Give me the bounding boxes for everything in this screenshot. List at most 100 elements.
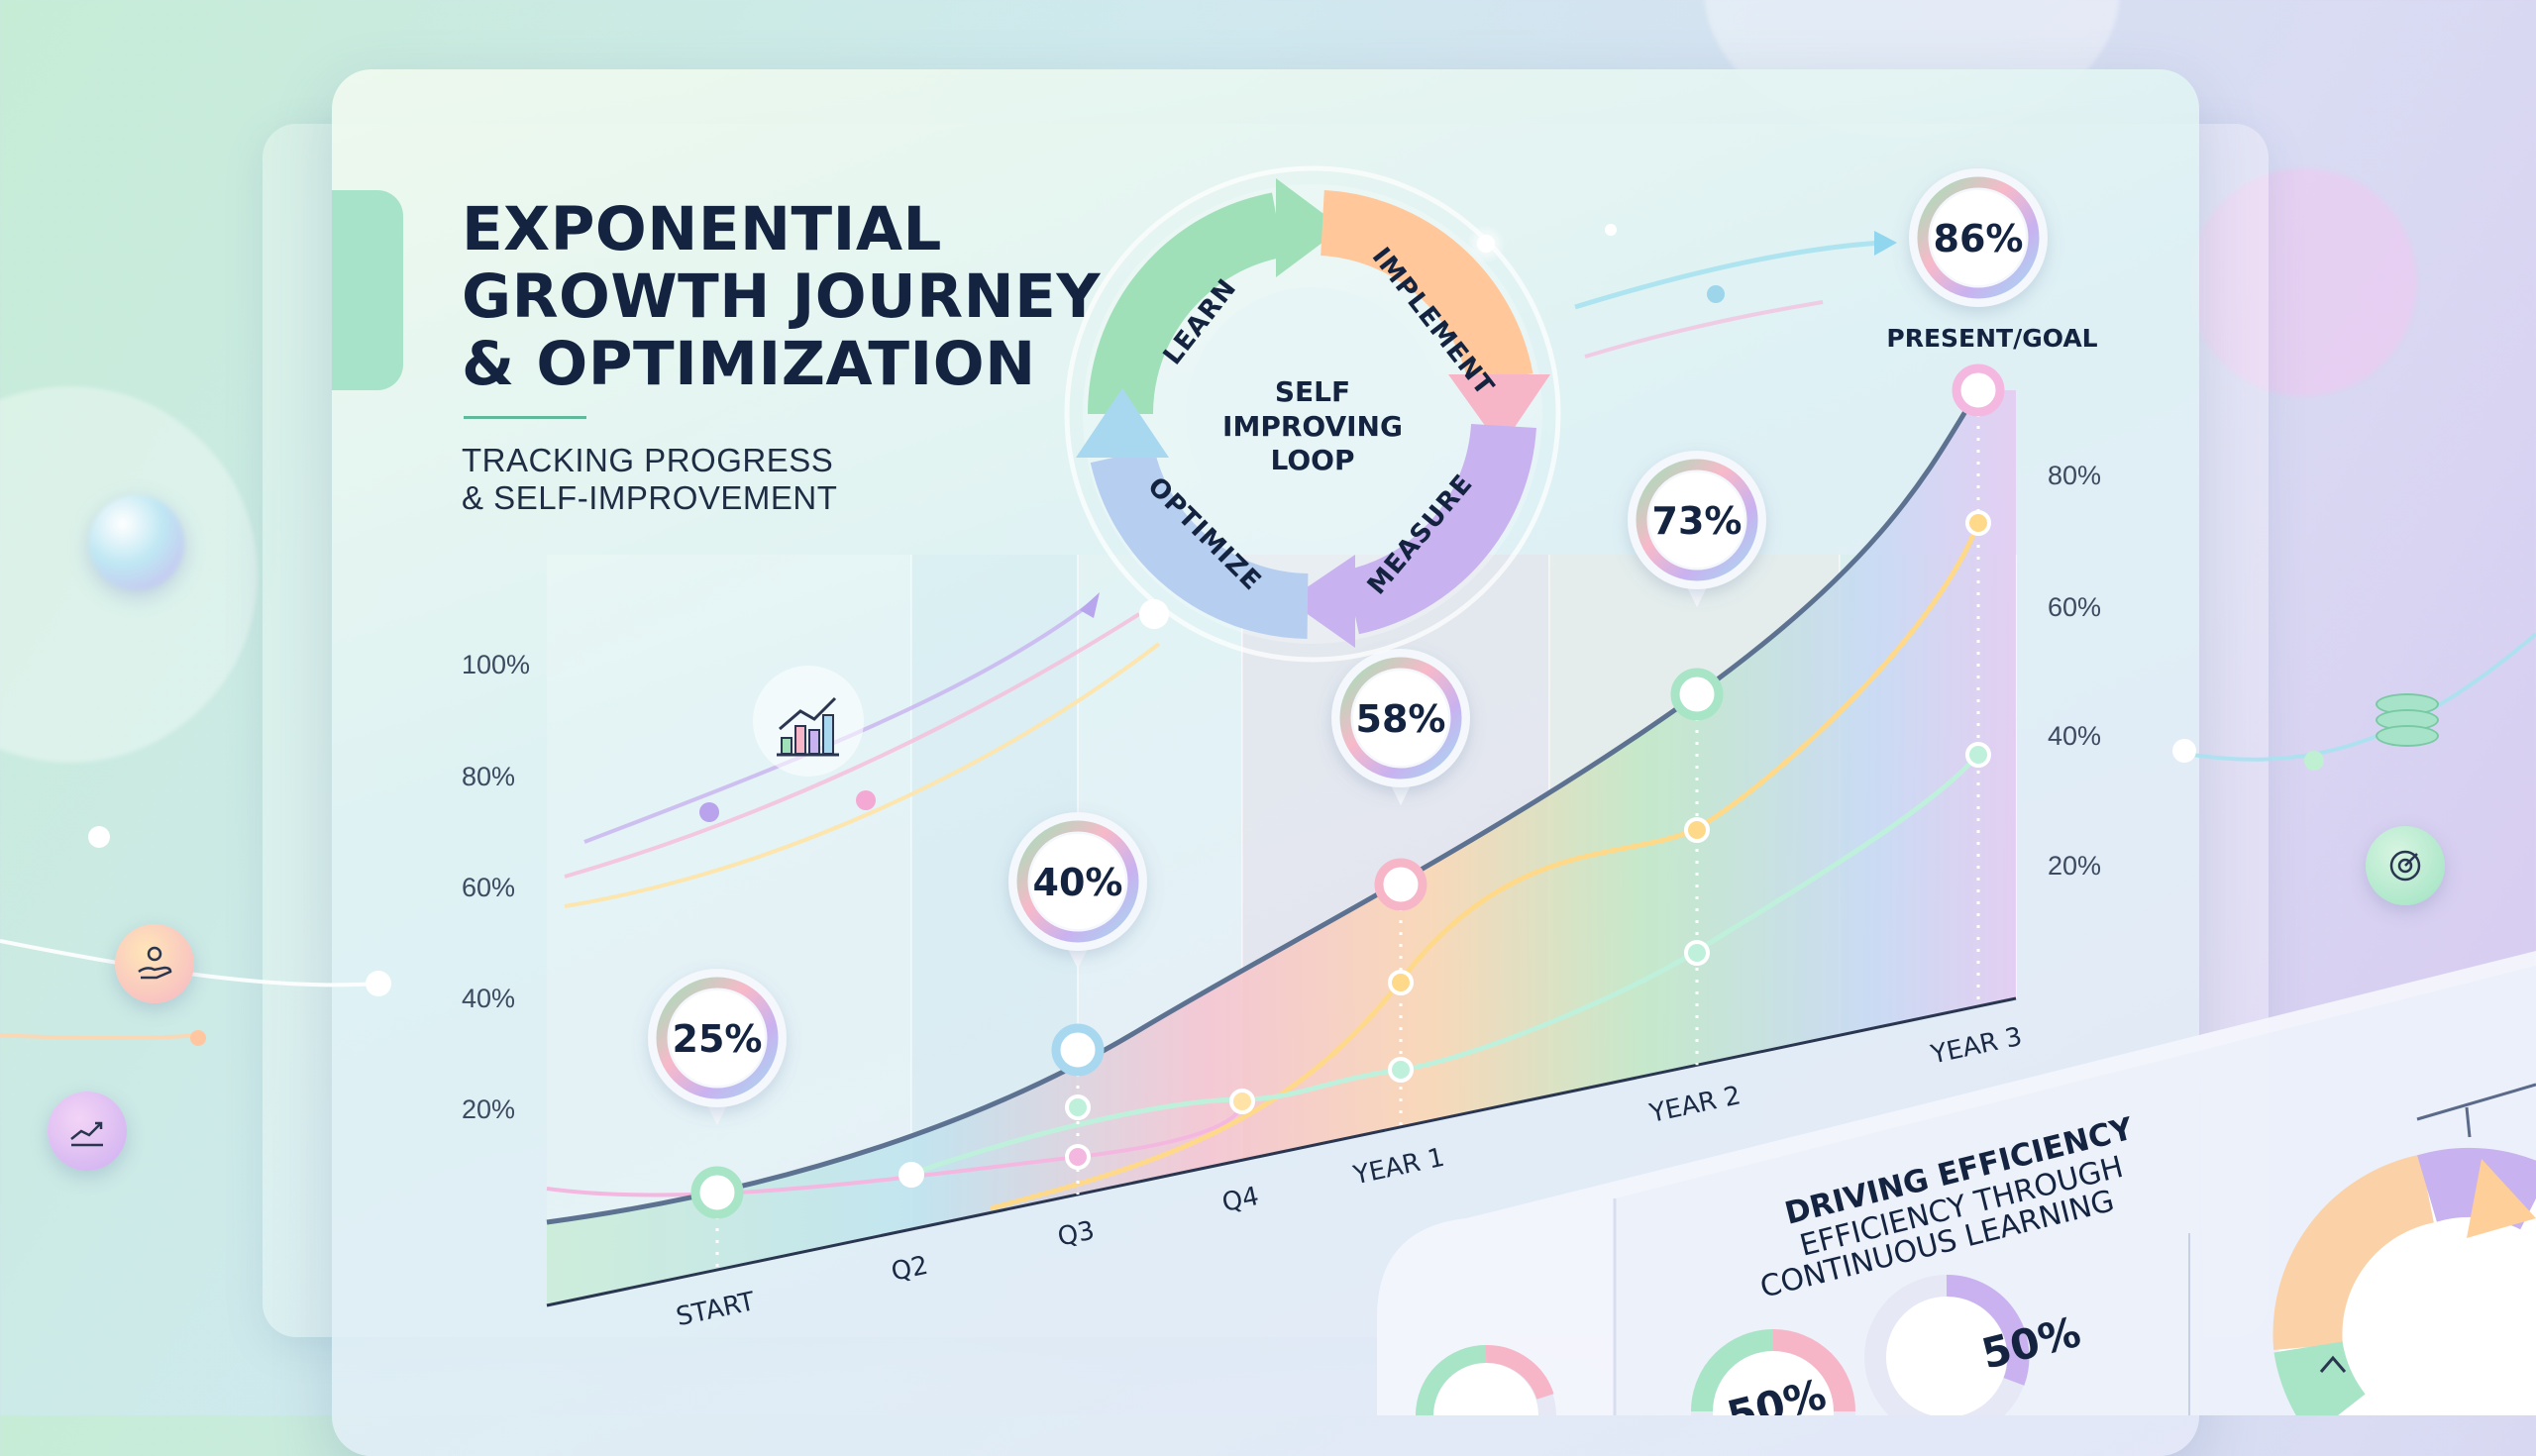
bubble-ring	[656, 977, 779, 1099]
series-line-pink	[546, 1099, 1244, 1197]
column-band	[911, 555, 1078, 1230]
panel-tab-accent	[332, 190, 403, 390]
x-tick-label: Q3	[1055, 1216, 1097, 1253]
milestone-value: 58%	[1356, 697, 1446, 741]
bar-chart-icon	[753, 666, 864, 777]
x-tick-label: YEAR 2	[1646, 1081, 1744, 1129]
series-point	[1388, 970, 1414, 995]
y-tick-label: 60%	[462, 873, 515, 902]
loop-arrow-implement	[1448, 374, 1550, 448]
flow-line-2	[564, 642, 1161, 908]
bubble-core	[1931, 190, 2026, 285]
series-dots	[898, 510, 1991, 1188]
loop-arrow-learn	[1276, 178, 1342, 277]
bubble-core	[670, 990, 765, 1086]
series-line-mint	[910, 752, 1980, 1177]
accent-dot	[1707, 285, 1725, 303]
loop-arrow-measure	[1288, 555, 1355, 648]
flow-arrowhead-top	[1874, 231, 1897, 256]
trend-line-icon	[48, 1092, 127, 1171]
series-point	[1388, 1057, 1414, 1083]
series-line-gold	[990, 522, 1981, 1211]
large-donut	[2272, 1147, 2536, 1415]
milestone-marker	[1670, 668, 1724, 721]
target-gear-icon	[2366, 826, 2445, 905]
flow-line-4	[1574, 240, 1883, 310]
accent-dot	[2304, 751, 2324, 771]
sparkle-dot	[2172, 739, 2196, 763]
loop-arc-learn	[1087, 192, 1285, 415]
y-tick-label: 100%	[462, 650, 530, 679]
self-improving-loop: SELF IMPROVING LOOP LEARN IMPLEMENT MEAS…	[1064, 165, 1561, 663]
partial-donut	[1416, 1344, 1556, 1415]
x-tick-label: YEAR 3	[1928, 1022, 2025, 1071]
milestone-value: 40%	[1033, 861, 1123, 904]
goal-label: PRESENT/GOAL	[1886, 324, 2097, 353]
loop-arrow-optimize	[1076, 388, 1169, 458]
left-y-axis: 100% 80% 60% 40% 20%	[462, 650, 530, 1124]
milestone-marker	[1374, 858, 1427, 911]
donut-chart: 50%	[1864, 1274, 2085, 1415]
flow-line-5	[1584, 300, 1824, 359]
milestone-value: 86%	[1934, 217, 2024, 260]
series-point	[1684, 940, 1710, 966]
x-tick-label: START	[674, 1287, 758, 1332]
milestone: 73%	[1628, 451, 1766, 721]
x-tick-label: Q4	[1219, 1182, 1261, 1218]
milestone: 58%	[1331, 649, 1470, 911]
accent-dot	[1605, 224, 1617, 236]
series-point	[1965, 510, 1991, 536]
series-point	[1965, 742, 1991, 768]
left-flow-line-2	[0, 1033, 199, 1041]
left-flow-line	[0, 939, 377, 988]
hand-person-icon	[115, 924, 194, 1003]
milestone-marker	[1051, 1023, 1105, 1077]
milestone: 86% PRESENT/GOAL	[1886, 168, 2098, 417]
series-point	[898, 1162, 924, 1188]
loop-arc-implement	[1320, 190, 1533, 386]
sparkle-dot	[88, 826, 110, 848]
accent-dot	[699, 802, 719, 822]
y-tick-label: 60%	[2048, 592, 2101, 622]
milestone-value: 73%	[1652, 499, 1743, 543]
milestone-marker	[1952, 364, 2005, 417]
bubble-ring	[1917, 176, 2040, 299]
bubble-ring	[1636, 459, 1758, 581]
flow-line-1	[564, 612, 1141, 879]
y-tick-label: 80%	[462, 762, 515, 791]
page-subtitle: TRACKING PROGRESS & SELF-IMPROVEMENT	[462, 442, 838, 516]
chart-canvas: 100% 80% 60% 40% 20% 80% 60% 40% 20% START Q2 Q3 Q…	[0, 165, 2536, 1415]
flow-arrowhead	[1080, 592, 1100, 618]
efficiency-card: DRIVING EFFICIENCY EFFICIENCY THROUGH CO…	[1377, 951, 2536, 1415]
milestone-marker	[690, 1166, 744, 1219]
loop-arc-optimize	[1090, 448, 1310, 639]
loop-arc-measure	[1344, 423, 1536, 635]
x-axis-line	[546, 996, 2017, 1307]
bubble-ring	[1339, 657, 1462, 780]
bubble-ring	[1016, 820, 1139, 943]
series-line-main	[546, 388, 1981, 1225]
bubble-core	[1649, 472, 1744, 568]
page-title: EXPONENTIAL GROWTH JOURNEY & OPTIMIZATIO…	[462, 194, 1102, 399]
right-y-axis: 80% 60% 40% 20%	[2048, 461, 2101, 881]
series-point	[1065, 1144, 1091, 1170]
y-tick-label: 20%	[462, 1094, 515, 1124]
loop-center-line-2: IMPROVING	[1222, 410, 1403, 443]
series-point	[1065, 1094, 1091, 1120]
series-point	[1684, 817, 1710, 843]
loop-center-line-1: SELF	[1275, 375, 1350, 408]
x-tick-label: YEAR 1	[1350, 1143, 1447, 1192]
milestone: 40%	[1008, 812, 1147, 1077]
sparkle-dot	[366, 971, 391, 996]
right-flow-line	[2178, 632, 2536, 762]
bubble-core	[1030, 834, 1125, 929]
bg-blob-right	[2189, 168, 2417, 396]
y-tick-label: 80%	[2048, 461, 2101, 490]
milestone: 25%	[648, 969, 787, 1219]
accent-dot	[856, 790, 876, 810]
subtitle-rule	[464, 416, 586, 419]
x-tick-label: Q2	[889, 1251, 930, 1288]
accent-dot	[190, 1030, 206, 1046]
flow-line-3	[583, 602, 1092, 844]
glass-orb	[89, 495, 184, 590]
